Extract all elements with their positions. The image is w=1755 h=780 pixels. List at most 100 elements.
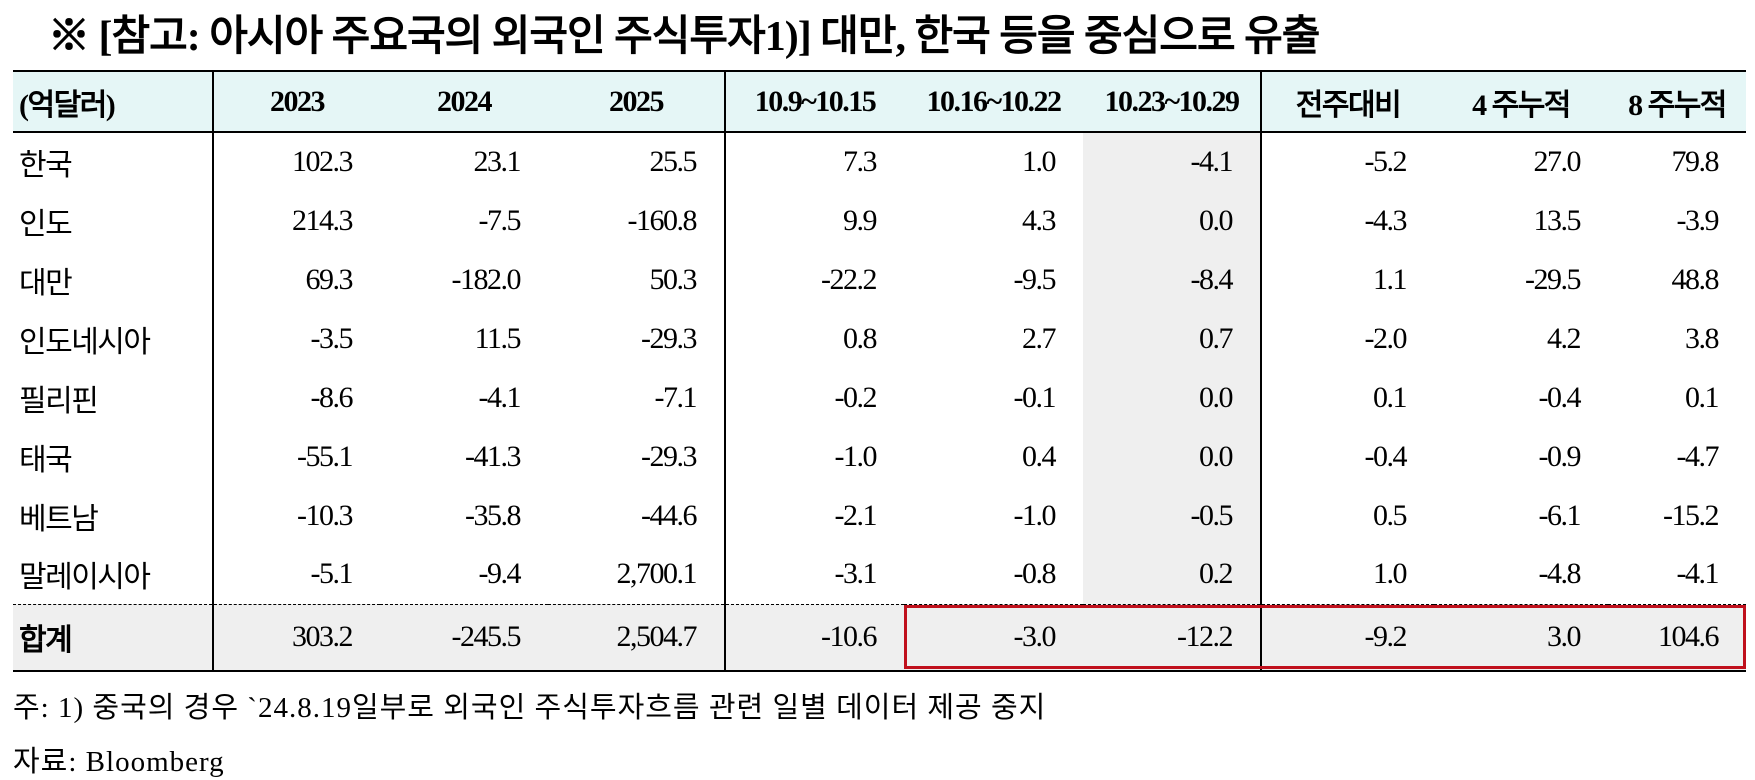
- cell: 0.1: [1373, 380, 1408, 414]
- cell: 48.8: [1671, 262, 1720, 296]
- cell: 0.0: [1083, 191, 1262, 250]
- header-cell: (억달러): [13, 70, 214, 133]
- cell: -9.4: [478, 557, 522, 591]
- cell: 0.0: [1083, 368, 1262, 427]
- cell: 23.1: [473, 145, 522, 178]
- cell: 1.0: [1373, 557, 1408, 591]
- header-cell: 2024: [380, 70, 548, 133]
- cell: -0.2: [834, 380, 878, 414]
- cell: -0.1: [1013, 380, 1057, 414]
- table-row: 베트남 -10.3 -35.8 -44.6 -2.1 -1.0 -0.5 0.5 -6.1 -15…: [13, 486, 1746, 545]
- cell: -9.5: [1013, 262, 1057, 296]
- header-cell: 8 주누적: [1608, 70, 1746, 133]
- cell: -1.0: [834, 439, 878, 473]
- row-label: 한국: [13, 132, 214, 191]
- cell: -44.6: [548, 486, 726, 545]
- cell: 2,700.1: [548, 545, 726, 604]
- source: 자료: Bloomberg: [13, 746, 225, 778]
- data-table: (억달러) 2023 2024 2025 10.9~10.15 10.16~10.22 10…: [13, 70, 1746, 672]
- row-label: 인도네시아: [13, 309, 214, 368]
- cell: -0.8: [1013, 557, 1057, 591]
- cell: -3.9: [1676, 203, 1720, 237]
- row-label: 인도: [13, 191, 214, 250]
- row-label: 대만: [13, 250, 214, 309]
- cell: -2.1: [834, 498, 878, 532]
- cell: 25.5: [548, 132, 726, 191]
- cell: -3.0: [1013, 620, 1057, 654]
- table-row: 인도 214.3 -7.5 -160.8 9.9 4.3 0.0 -4.3 13.5 -3.9: [13, 191, 1746, 250]
- cell: 0.1: [1685, 380, 1720, 414]
- cell: -245.5: [451, 620, 522, 654]
- cell: -8.4: [1083, 250, 1262, 309]
- header-cell: 10.9~10.15: [725, 70, 904, 133]
- cell: -10.3: [297, 498, 354, 532]
- cell: -4.1: [478, 380, 522, 414]
- row-label: 합계: [13, 604, 214, 671]
- row-label: 베트남: [13, 486, 214, 545]
- cell: 1.0: [1022, 145, 1057, 178]
- cell: 4.2: [1547, 321, 1582, 355]
- cell: -2.0: [1364, 321, 1408, 355]
- row-label: 말레이시아: [13, 545, 214, 604]
- cell: -182.0: [451, 262, 522, 296]
- cell: 79.8: [1671, 145, 1720, 178]
- cell: -15.2: [1663, 498, 1720, 532]
- cell: -4.8: [1538, 557, 1582, 591]
- cell: 13.5: [1533, 203, 1582, 237]
- cell: -3.1: [834, 557, 878, 591]
- cell: -6.1: [1538, 498, 1582, 532]
- cell: 50.3: [548, 250, 726, 309]
- table-row: 대만 69.3 -182.0 50.3 -22.2 -9.5 -8.4 1.1 -29.5 48.…: [13, 250, 1746, 309]
- cell: 0.4: [1022, 439, 1057, 473]
- cell: -4.1: [1676, 557, 1720, 591]
- cell: -1.0: [1013, 498, 1057, 532]
- cell: -5.1: [310, 557, 354, 591]
- header-cell: 4 주누적: [1434, 70, 1608, 133]
- cell: 2,504.7: [548, 604, 726, 671]
- cell: 9.9: [843, 203, 878, 237]
- title: ※ [참고: 아시아 주요국의 외국인 주식투자1)] 대만, 한국 등을 중심…: [48, 14, 1320, 60]
- cell: -0.4: [1364, 439, 1408, 473]
- cell: -0.5: [1083, 486, 1262, 545]
- cell: 214.3: [292, 203, 354, 237]
- cell: 0.7: [1083, 309, 1262, 368]
- header-cell: 10.23~10.29: [1083, 70, 1262, 133]
- cell: 303.2: [292, 620, 354, 654]
- cell: -29.3: [548, 309, 726, 368]
- cell: 0.2: [1083, 545, 1262, 604]
- cell: 11.5: [474, 321, 522, 355]
- cell: -8.6: [310, 380, 354, 414]
- cell: 69.3: [305, 262, 354, 296]
- cell: 7.3: [843, 145, 878, 178]
- header-cell: 2023: [213, 70, 380, 133]
- cell: 4.3: [1022, 203, 1057, 237]
- row-label: 태국: [13, 427, 214, 486]
- cell: -35.8: [465, 498, 522, 532]
- cell: -41.3: [465, 439, 522, 473]
- table-row: 필리핀 -8.6 -4.1 -7.1 -0.2 -0.1 0.0 0.1 -0.4 0.1: [13, 368, 1746, 427]
- cell: -55.1: [297, 439, 354, 473]
- total-row: 합계 303.2 -245.5 2,504.7 -10.6 -3.0 -12.2 -9.2 3.…: [13, 604, 1746, 671]
- cell: -29.3: [548, 427, 726, 486]
- cell: 27.0: [1533, 145, 1582, 178]
- cell: 3.0: [1547, 620, 1582, 654]
- header-row: (억달러) 2023 2024 2025 10.9~10.15 10.16~10.22 10…: [13, 70, 1746, 133]
- cell: -160.8: [548, 191, 726, 250]
- cell: -22.2: [821, 262, 878, 296]
- cell: -12.2: [1083, 604, 1262, 671]
- cell: 1.1: [1373, 262, 1408, 296]
- cell: -29.5: [1525, 262, 1582, 296]
- cell: -4.3: [1364, 203, 1408, 237]
- table-row: 태국 -55.1 -41.3 -29.3 -1.0 0.4 0.0 -0.4 -0.9 -4.7: [13, 427, 1746, 486]
- table-row: 한국 102.3 23.1 25.5 7.3 1.0 -4.1 -5.2 27.0 79.8: [13, 132, 1746, 191]
- cell: -7.1: [548, 368, 726, 427]
- table-row: 인도네시아 -3.5 11.5 -29.3 0.8 2.7 0.7 -2.0 4.2 3.8: [13, 309, 1746, 368]
- cell: -4.7: [1676, 439, 1720, 473]
- cell: -9.2: [1364, 620, 1408, 654]
- cell: 2.7: [1022, 321, 1057, 355]
- footnote: 주: 1) 중국의 경우 `24.8.19일부로 외국인 주식투자흐름 관련 일…: [13, 692, 1047, 724]
- header-cell: 2025: [548, 70, 726, 133]
- cell: -10.6: [821, 620, 878, 654]
- cell: 0.5: [1373, 498, 1408, 532]
